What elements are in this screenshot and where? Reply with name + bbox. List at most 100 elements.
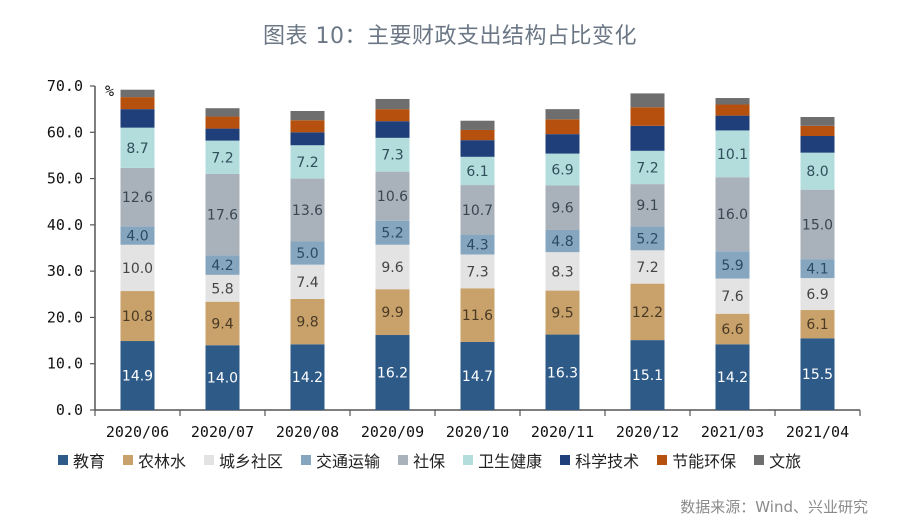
bar-segment	[545, 229, 580, 253]
data-label: 7.2	[636, 260, 658, 276]
chart-title: 图表 10：主要财政支出结构占比变化	[263, 24, 637, 49]
bar-segment	[375, 289, 410, 336]
bar-segment	[460, 156, 495, 186]
legend-swatch-icon	[398, 455, 409, 465]
legend-label: 节能环保	[672, 452, 737, 471]
bar-segment	[460, 120, 495, 130]
x-tick-label: 2020/07	[191, 423, 254, 441]
data-label: 16.2	[377, 366, 408, 382]
data-label: 14.9	[122, 369, 153, 385]
bar-segment	[375, 98, 410, 110]
legend-label: 城乡社区	[219, 452, 284, 471]
data-label: 10.8	[122, 309, 153, 325]
bar-segment	[800, 117, 835, 126]
data-label: 15.5	[802, 367, 833, 383]
data-label: 9.1	[636, 198, 658, 214]
bar-segment	[375, 137, 410, 172]
bar-segment	[205, 255, 240, 275]
bar-segment	[800, 125, 835, 136]
data-label: 15.0	[802, 217, 833, 233]
bar-segment	[800, 338, 835, 410]
legend-label: 社保	[413, 452, 446, 471]
bar-segment	[460, 140, 495, 157]
legend-label: 交通运输	[316, 452, 381, 471]
bar-segment	[715, 177, 750, 252]
legend-label: 教育	[73, 452, 106, 471]
bar-segment	[715, 344, 750, 410]
bar-segment	[545, 290, 580, 335]
bar-segment	[800, 310, 835, 339]
legend-label: 文旅	[769, 452, 802, 471]
data-label: 4.0	[126, 229, 148, 245]
data-label: 6.1	[806, 317, 828, 333]
data-label: 5.8	[211, 281, 233, 297]
x-tick-label: 2020/08	[276, 423, 339, 441]
bar-segment	[205, 345, 240, 410]
data-label: 8.7	[126, 141, 148, 157]
data-label: 9.8	[296, 315, 318, 331]
data-source-note: 数据来源：Wind、兴业研究	[680, 498, 868, 516]
data-label: 12.6	[122, 190, 153, 206]
bar-segment	[375, 171, 410, 221]
bar-segment	[375, 109, 410, 122]
bar-segment	[630, 184, 665, 227]
x-tick-label: 2020/10	[446, 423, 509, 441]
y-axis-unit-label: %	[105, 82, 114, 100]
bar-segment	[545, 153, 580, 186]
data-label: 7.4	[296, 275, 318, 291]
data-label: 7.2	[211, 150, 233, 166]
bar-segment	[375, 335, 410, 410]
y-tick-label: 0.0	[56, 401, 83, 419]
bar-segment	[205, 108, 240, 117]
data-label: 7.6	[721, 289, 743, 305]
x-tick-label: 2020/11	[531, 423, 594, 441]
y-tick-label: 70.0	[47, 77, 83, 95]
data-label: 7.3	[381, 148, 403, 164]
bar-segment	[545, 252, 580, 291]
bar-segment	[120, 244, 155, 292]
data-label: 10.7	[462, 203, 493, 219]
data-label: 8.0	[806, 164, 828, 180]
legend-item: 节能环保	[657, 448, 736, 472]
data-label: 4.8	[551, 234, 573, 250]
labels: 14.9 10.8 10.0 4.0 12.6 8.7 2020/06 14.0 9.4 5.8 4…	[106, 141, 849, 441]
x-tick-label: 2020/09	[361, 423, 424, 441]
data-label: 11.6	[462, 308, 493, 324]
legend-swatch-icon	[754, 455, 765, 465]
legend-swatch-icon	[58, 455, 68, 465]
data-label: 6.9	[551, 163, 573, 179]
bar-segment	[290, 110, 325, 121]
bar-segment	[120, 291, 155, 342]
bar-segment	[375, 244, 410, 290]
data-label: 9.6	[381, 260, 403, 276]
y-tick-label: 20.0	[47, 308, 83, 326]
bar-segment	[120, 109, 155, 128]
bar-segment	[290, 264, 325, 299]
bar-segment	[205, 140, 240, 174]
legend-swatch-icon	[560, 455, 571, 465]
bar-segment	[290, 241, 325, 265]
bar-segment	[375, 121, 410, 138]
y-tick-label: 10.0	[47, 355, 83, 373]
data-label: 14.2	[292, 370, 323, 386]
data-label: 6.6	[721, 322, 743, 338]
legend-item: 教育	[58, 448, 105, 472]
bar-segment	[630, 93, 665, 108]
data-label: 7.3	[466, 264, 488, 280]
data-label: 5.2	[381, 226, 403, 242]
bar-segment	[630, 107, 665, 126]
bar-segment	[715, 278, 750, 314]
bar-segment	[205, 274, 240, 302]
bar-segment	[290, 344, 325, 410]
bar-segment	[715, 130, 750, 178]
x-tick-label: 2021/03	[701, 423, 764, 441]
bar-segment	[460, 185, 495, 235]
data-label: 7.2	[636, 160, 658, 176]
bar-segment	[800, 152, 835, 190]
data-label: 5.9	[721, 258, 743, 274]
bar-segment	[205, 116, 240, 129]
bars	[120, 89, 835, 410]
data-label: 6.9	[806, 287, 828, 303]
bar-segment	[715, 313, 750, 345]
